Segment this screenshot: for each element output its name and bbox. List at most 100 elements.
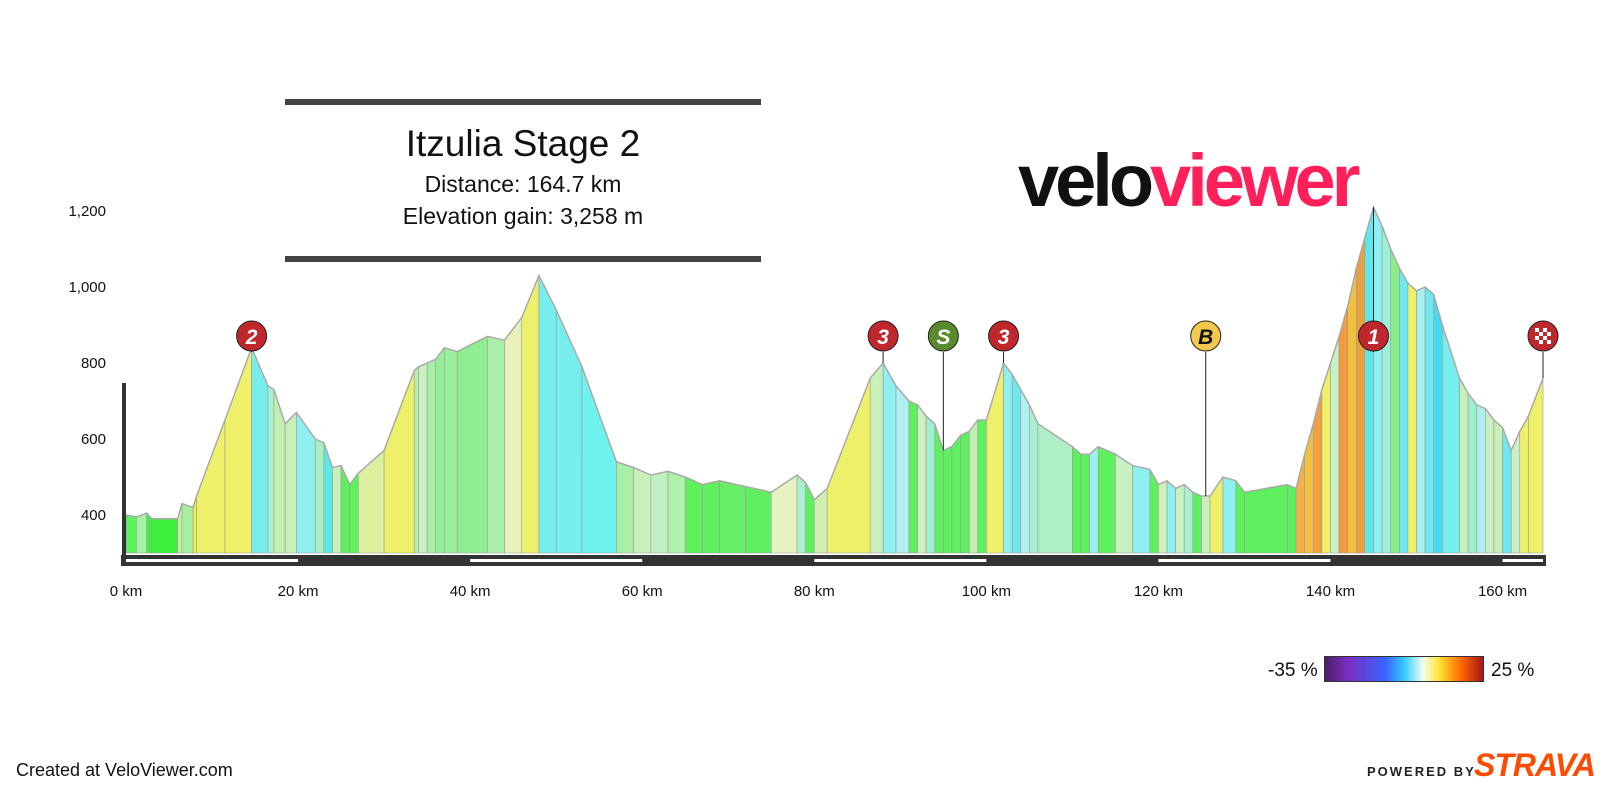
profile-segment: [1080, 453, 1090, 554]
profile-segment: [633, 467, 652, 554]
profile-segment: [770, 474, 798, 554]
y-tick-label: 1,200: [68, 203, 106, 220]
profile-segment: [895, 384, 910, 554]
profile-segment: [1356, 237, 1366, 554]
profile-segment: [1097, 446, 1116, 554]
profile-segment: [1390, 248, 1400, 554]
profile-segment: [435, 346, 445, 554]
finish-flag-square: [1547, 332, 1551, 336]
climb-marker-icon: [1358, 320, 1390, 352]
profile-segment: [296, 411, 316, 554]
profile-segment: [684, 476, 703, 554]
profile-segment: [702, 480, 720, 554]
stage-elevation-gain: Elevation gain: 3,258 m: [402, 203, 644, 229]
profile-segment: [1519, 415, 1529, 554]
y-tick-label: 600: [81, 431, 106, 448]
profile-segment: [1244, 484, 1288, 554]
profile-segment: [1330, 336, 1340, 554]
profile-segment: [925, 415, 936, 554]
profile-segment: [487, 336, 505, 554]
profile-segment: [869, 362, 884, 554]
profile-segment: [332, 465, 342, 554]
profile-segment: [796, 474, 806, 554]
x-axis-band: [814, 559, 987, 562]
profile-segment: [1201, 495, 1211, 554]
x-axis-band: [1158, 559, 1331, 562]
profile-segment: [943, 446, 953, 554]
profile-segment: [1029, 404, 1039, 554]
profile-segment: [181, 503, 194, 554]
profile-segment: [1493, 419, 1503, 554]
gradient-max-label: 25 %: [1491, 660, 1535, 681]
profile-segment: [1416, 286, 1426, 554]
title-box: Itzulia Stage 2 Distance: 164.7 km Eleva…: [285, 99, 761, 262]
profile-segment: [805, 482, 815, 554]
gradient-min-label: -35 %: [1268, 660, 1318, 681]
profile-segment: [125, 514, 137, 554]
marker-label: 3: [877, 326, 889, 349]
finish-flag-square: [1543, 328, 1547, 332]
marker-label: 1: [1368, 326, 1380, 349]
profile-segment: [977, 419, 987, 554]
profile-segment: [1304, 423, 1314, 554]
profile-segment: [1433, 294, 1443, 554]
profile-segment: [1132, 465, 1151, 554]
x-tick-label: 40 km: [450, 583, 491, 600]
stage-distance: Distance: 164.7 km: [424, 171, 622, 197]
logo-part-viewer: viewer: [1150, 139, 1360, 222]
profile-segment: [650, 470, 669, 554]
profile-segment: [383, 370, 415, 554]
profile-segment: [1175, 484, 1185, 554]
profile-segment: [413, 366, 419, 554]
profile-segment: [934, 423, 944, 554]
finish-flag-square: [1535, 328, 1539, 332]
y-tick-label: 800: [81, 355, 106, 372]
finish-flag-square: [1535, 336, 1539, 340]
profile-segment: [745, 486, 772, 554]
x-tick-label: 60 km: [622, 583, 663, 600]
profile-segment: [1407, 282, 1417, 554]
climb-marker-icon: [867, 320, 899, 352]
profile-segment: [1459, 377, 1469, 554]
bonus-marker-icon: [1190, 320, 1222, 352]
x-tick-label: 0 km: [110, 583, 143, 600]
profile-segment: [1510, 431, 1521, 554]
x-axis-band: [126, 559, 299, 562]
logo-part-velo: velo: [1018, 139, 1154, 222]
profile-segment: [1321, 362, 1331, 554]
y-tick-label: 1,000: [68, 279, 106, 296]
x-tick-label: 20 km: [278, 583, 319, 600]
profile-segment: [1373, 207, 1383, 554]
finish-flag-square: [1539, 332, 1543, 336]
profile-segment: [555, 309, 583, 554]
profile-segment: [1364, 207, 1374, 554]
profile-segment: [1011, 373, 1022, 554]
footer-credit: Created at VeloViewer.com: [16, 760, 233, 780]
profile-segment: [960, 430, 970, 554]
profile-segment: [314, 438, 325, 554]
profile-segment: [1166, 480, 1176, 554]
profile-segment: [968, 419, 979, 554]
profile-segment: [1072, 445, 1082, 554]
profile-segment: [151, 518, 178, 554]
y-axis: 400 600 800 1,000 1,200: [68, 203, 126, 563]
profile-segment: [1003, 362, 1013, 554]
marker-label: 2: [245, 326, 258, 349]
x-tick-label: 160 km: [1478, 583, 1527, 600]
profile-segment: [340, 465, 350, 554]
profile-segment: [826, 378, 871, 554]
profile-segment: [1312, 389, 1323, 554]
profile-segment: [136, 512, 147, 554]
profile-segment: [357, 449, 385, 554]
finish-flag-square: [1547, 340, 1551, 344]
marker-label: 3: [998, 326, 1010, 349]
title-rule-top: [285, 99, 761, 105]
profile-segment: [1476, 404, 1486, 554]
marker-label: S: [936, 326, 950, 349]
x-tick-label: 120 km: [1134, 583, 1183, 600]
gradient-legend-bar: [1324, 656, 1484, 682]
profile-segment: [1338, 305, 1349, 554]
profile-segment: [349, 472, 359, 554]
strava-logo: STRAVA: [1474, 747, 1596, 783]
